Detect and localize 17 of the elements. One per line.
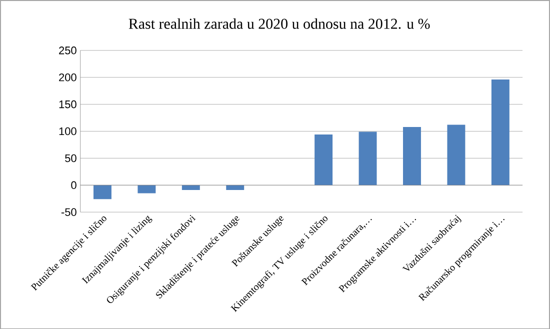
- bar: [314, 134, 333, 185]
- bar: [138, 184, 156, 194]
- y-tick-label: 200: [59, 73, 76, 82]
- bar: [403, 126, 421, 185]
- y-tick-label: 0: [71, 181, 76, 189]
- y-tick-label: -50: [61, 208, 76, 216]
- y-tick-label: 250: [59, 46, 76, 54]
- y-tick-label: 150: [59, 100, 76, 108]
- bar: [226, 184, 244, 190]
- chart-title: Rast realnih zarada u 2020 u odnosu na 2012. u %: [128, 18, 430, 29]
- bar: [447, 124, 466, 185]
- bar: [93, 184, 112, 199]
- bar: [358, 132, 377, 185]
- y-tick-label: 100: [59, 127, 76, 135]
- bar: [182, 184, 200, 190]
- y-tick-label: 50: [65, 154, 76, 162]
- bar: [491, 79, 510, 185]
